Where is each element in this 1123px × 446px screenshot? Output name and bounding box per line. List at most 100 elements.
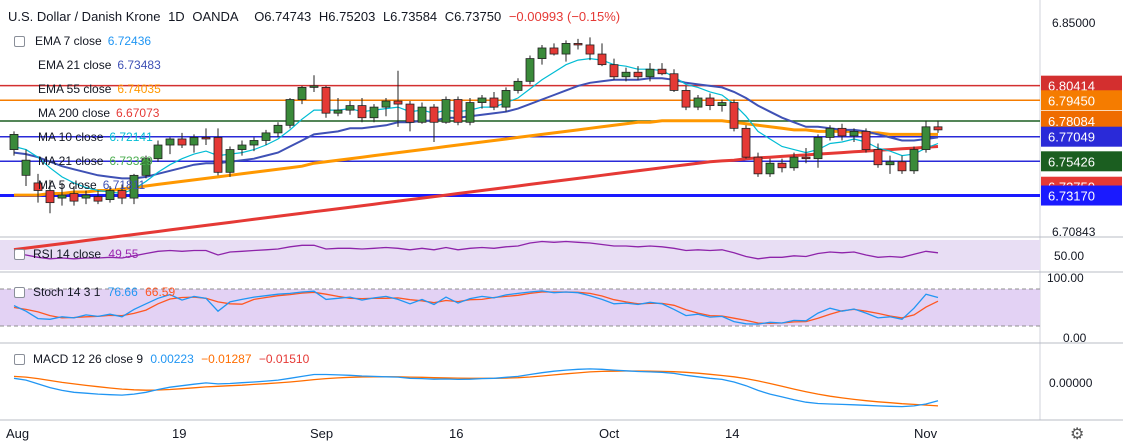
candle-body bbox=[429, 106, 439, 123]
rsi-line bbox=[13, 240, 939, 260]
ohlc-low: L6.73584 bbox=[382, 9, 438, 24]
candle-body bbox=[645, 68, 655, 78]
candle-body bbox=[93, 196, 103, 202]
candle-body bbox=[249, 140, 259, 146]
candle-body bbox=[153, 144, 163, 160]
price-tag-label: 6.73170 bbox=[1048, 189, 1095, 204]
candle-body bbox=[765, 162, 775, 175]
ma200-line bbox=[13, 145, 939, 252]
macd-legend[interactable]: MACD 12 26 close 9 0.00223 −0.01287 −0.0… bbox=[14, 352, 309, 366]
candle-body bbox=[33, 182, 43, 191]
interval: 1D bbox=[168, 9, 185, 24]
candle-body bbox=[513, 80, 523, 91]
legend-ma200[interactable]: MA 200 close 6.67073 bbox=[38, 106, 159, 120]
candle-body bbox=[717, 102, 727, 106]
visibility-toggle-icon[interactable] bbox=[14, 36, 25, 48]
candle-body bbox=[669, 73, 679, 91]
candle-body bbox=[525, 58, 535, 82]
candle-body bbox=[381, 100, 391, 108]
candle-body bbox=[837, 127, 847, 137]
legend-value: 6.74035 bbox=[117, 82, 161, 96]
legend-value: 6.73483 bbox=[117, 58, 161, 72]
rsi-legend[interactable]: RSI 14 close 49.55 bbox=[14, 247, 138, 261]
candle-body bbox=[417, 106, 427, 123]
candle-body bbox=[261, 132, 271, 141]
candle-body bbox=[177, 138, 187, 146]
candle-body bbox=[465, 102, 475, 123]
price-tag-label: 6.77049 bbox=[1048, 130, 1095, 145]
legend-name: MA 200 close bbox=[38, 106, 111, 120]
candle-body bbox=[81, 194, 91, 199]
candle-body bbox=[585, 44, 595, 55]
stoch-d-value: 66.59 bbox=[145, 285, 176, 299]
candle-body bbox=[297, 86, 307, 100]
legend-name: EMA 21 close bbox=[38, 58, 112, 72]
ema7-line bbox=[13, 57, 939, 195]
legend-ma21[interactable]: MA 21 close 6.73329 bbox=[38, 154, 153, 168]
candle-body bbox=[357, 105, 367, 119]
legend-name: MA 5 close bbox=[38, 178, 97, 192]
visibility-toggle-icon[interactable] bbox=[14, 354, 25, 366]
x-axis-label: Sep bbox=[310, 426, 333, 441]
ohlc-high: H6.75203 bbox=[318, 9, 376, 24]
legend-value: 6.73329 bbox=[109, 154, 153, 168]
macd-signal-value: −0.01287 bbox=[201, 352, 252, 366]
candle-body bbox=[57, 194, 67, 199]
legend-value: 6.72141 bbox=[109, 130, 153, 144]
stoch-axis-label: 100.00 bbox=[1047, 271, 1084, 285]
candle-body bbox=[753, 156, 763, 175]
legend-name: EMA 55 close bbox=[38, 82, 112, 96]
price-tag-label: 6.78084 bbox=[1048, 114, 1095, 129]
ema21-line bbox=[13, 77, 939, 180]
visibility-toggle-icon[interactable] bbox=[14, 287, 25, 299]
candle-body bbox=[897, 161, 907, 172]
candle-body bbox=[909, 149, 919, 172]
candle-body bbox=[309, 85, 319, 88]
ohlc-change: −0.00993 (−0.15%) bbox=[508, 9, 621, 24]
price-tag bbox=[1041, 126, 1122, 147]
visibility-toggle-icon[interactable] bbox=[14, 249, 25, 261]
macd-value: 0.00223 bbox=[150, 352, 194, 366]
candle-body bbox=[813, 137, 823, 160]
price-tag bbox=[1041, 111, 1122, 132]
candle-body bbox=[393, 100, 403, 105]
candle-body bbox=[633, 71, 643, 78]
legend-name: MA 21 close bbox=[38, 154, 104, 168]
candle-body bbox=[141, 158, 151, 176]
legend-ema7[interactable]: EMA 7 close 6.72436 bbox=[14, 34, 151, 48]
candle-body bbox=[21, 159, 31, 176]
candle-body bbox=[237, 144, 247, 150]
rsi-axis-label: 50.00 bbox=[1054, 249, 1085, 263]
ema55-line bbox=[14, 119, 938, 197]
exchange: OANDA bbox=[192, 9, 239, 24]
candle-body bbox=[621, 71, 631, 78]
candle-body bbox=[105, 190, 115, 201]
candle-body bbox=[477, 97, 487, 103]
stoch-axis-label: 0.00 bbox=[1063, 331, 1087, 345]
stoch-legend[interactable]: Stoch 14 3 1 76.66 66.59 bbox=[14, 285, 175, 299]
candle-body bbox=[933, 126, 943, 131]
legend-ema21[interactable]: EMA 21 close 6.73483 bbox=[38, 58, 161, 72]
legend-ma5[interactable]: MA 5 close 6.71811 bbox=[38, 178, 145, 192]
candle-body bbox=[885, 161, 895, 166]
macd-label: MACD 12 26 close 9 bbox=[33, 352, 144, 366]
legend-name: EMA 7 close bbox=[35, 34, 102, 48]
legend-ma10[interactable]: MA 10 close 6.72141 bbox=[38, 130, 153, 144]
candle-body bbox=[201, 137, 211, 140]
legend-ema55[interactable]: EMA 55 close 6.74035 bbox=[38, 82, 161, 96]
price-tag bbox=[1041, 185, 1122, 206]
price-tag bbox=[1041, 90, 1122, 111]
ohlc-open: O6.74743 bbox=[254, 9, 312, 24]
price-axis-label: 6.85000 bbox=[1052, 16, 1096, 30]
candle-body bbox=[345, 105, 355, 111]
candle-body bbox=[321, 86, 331, 114]
candle-body bbox=[225, 149, 235, 173]
candle-body bbox=[777, 162, 787, 169]
stoch-k-line bbox=[13, 290, 939, 325]
x-axis-label: 16 bbox=[449, 426, 463, 441]
gear-icon[interactable]: ⚙ bbox=[1070, 426, 1085, 443]
candle-body bbox=[285, 99, 295, 126]
legend-value: 6.67073 bbox=[116, 106, 160, 120]
x-axis-label: Nov bbox=[914, 426, 938, 441]
